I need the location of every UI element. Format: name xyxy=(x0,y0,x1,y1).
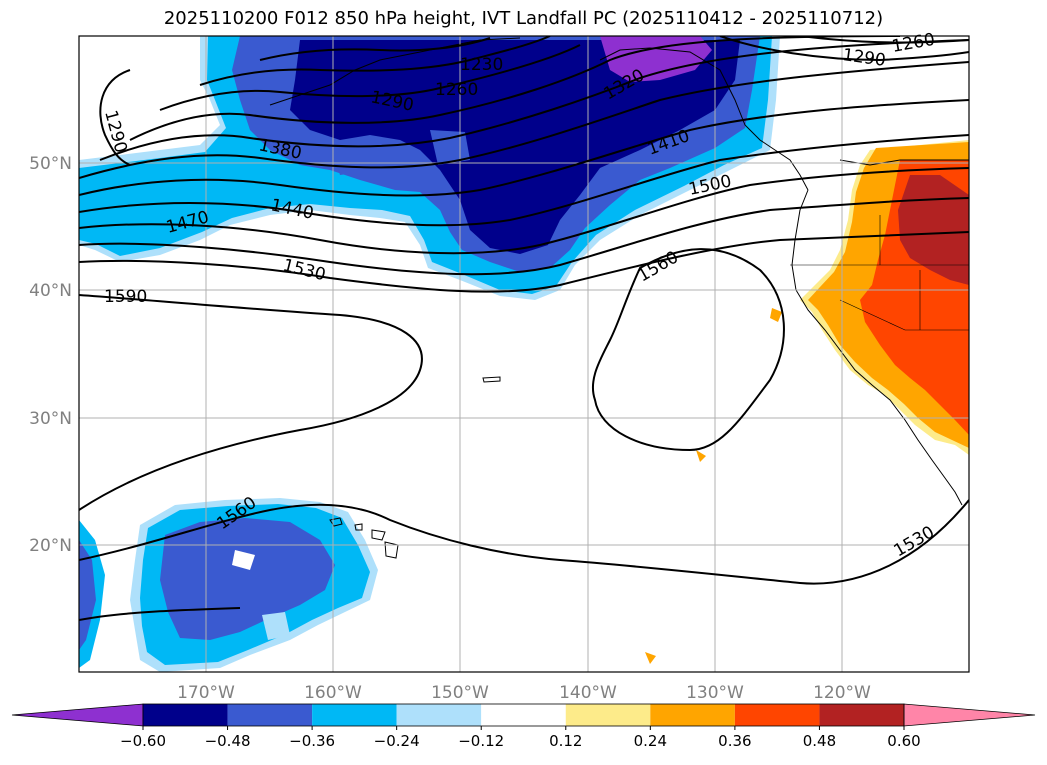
lat-tick-labels: 50°N 40°N 30°N 20°N xyxy=(29,154,72,556)
contour-label: 1230 xyxy=(460,55,503,75)
colorbar-swatch xyxy=(143,704,228,726)
island-hawaii xyxy=(384,541,399,559)
lat-tick: 30°N xyxy=(29,409,72,429)
contour-1530 xyxy=(79,167,969,255)
fill-pos-dot xyxy=(696,450,706,462)
lon-tick: 160°W xyxy=(304,683,362,703)
coast-us-west xyxy=(791,189,963,506)
map-area xyxy=(79,36,969,672)
colorbar-swatch xyxy=(819,704,904,726)
fill-neg-strongest xyxy=(600,36,712,82)
colorbar-frame xyxy=(142,703,905,727)
contour-1560-south xyxy=(79,499,969,585)
colorbar-swatch xyxy=(481,704,566,726)
colorbar-tick-label: 0.24 xyxy=(634,732,667,750)
state-line-2 xyxy=(839,299,969,331)
contour-1290-east xyxy=(719,36,969,62)
lon-tick: 150°W xyxy=(431,683,489,703)
contour-1380 xyxy=(129,36,901,141)
colorbar-tick-label: −0.60 xyxy=(120,732,166,750)
colorbar-tick-label: 0.48 xyxy=(803,732,836,750)
map-frame xyxy=(78,35,970,673)
contour-1560 xyxy=(79,197,969,276)
colorbar-swatch xyxy=(312,704,397,726)
island-small xyxy=(482,376,501,383)
colorbar-tick-label: −0.48 xyxy=(205,732,251,750)
fill-pos-dot-3 xyxy=(645,652,656,664)
colorbar-swatches xyxy=(11,703,1036,727)
contour-1470 xyxy=(79,99,969,197)
lat-tick: 50°N xyxy=(29,154,72,174)
fill-west-edge-mid xyxy=(79,540,96,650)
gridlines xyxy=(79,36,969,672)
fill-pos-dot-2 xyxy=(770,308,782,322)
contour-1590-west xyxy=(79,294,423,511)
fill-hole xyxy=(232,550,255,570)
island-oahu xyxy=(354,523,363,531)
colorbar-tick-label: −0.36 xyxy=(289,732,335,750)
contour-1290 xyxy=(199,36,551,86)
fill-pos-strong xyxy=(898,175,969,285)
contour-1530-south xyxy=(79,607,241,621)
contour-label: 1590 xyxy=(104,287,147,307)
lon-tick: 130°W xyxy=(686,683,744,703)
colorbar-swatch xyxy=(565,704,651,726)
contour-1560-closed xyxy=(591,248,785,452)
contour-label: 1260 xyxy=(435,80,478,100)
lat-tick: 40°N xyxy=(29,281,72,301)
coast-alaska xyxy=(269,37,521,106)
colorbar-swatch xyxy=(734,704,820,726)
lon-tick: 120°W xyxy=(813,683,871,703)
colorbar-swatch xyxy=(227,704,313,726)
colorbar-swatch xyxy=(396,704,482,726)
contour-1320 xyxy=(159,44,581,111)
coastlines xyxy=(269,37,969,559)
contour-1410 xyxy=(99,39,969,161)
contour-1440 xyxy=(79,61,969,179)
colorbar-tick-label: −0.12 xyxy=(458,732,504,750)
ivt-positive-fill xyxy=(645,140,969,664)
colorbar-labels: −0.60 −0.48 −0.36 −0.24 −0.12 0.12 0.24 0.36 0.4… xyxy=(120,726,921,750)
colorbar-arrow-left xyxy=(11,703,144,727)
lat-tick: 20°N xyxy=(29,536,72,556)
contour-1500 xyxy=(79,134,969,227)
colorbar-tick-label: 0.36 xyxy=(718,732,751,750)
colorbar-tick-label: 0.12 xyxy=(549,732,582,750)
contour-1590-north xyxy=(79,231,969,293)
contour-1290-west xyxy=(99,69,131,166)
plot-title: 2025110200 F012 850 hPa height, IVT Land… xyxy=(163,8,884,29)
lon-tick-labels: 170°W 160°W 150°W 140°W 130°W 120°W xyxy=(177,683,871,703)
fill-hole-2 xyxy=(262,612,290,640)
colorbar: −0.60 −0.48 −0.36 −0.24 −0.12 0.12 0.24 0.36 0.4… xyxy=(11,703,1036,750)
colorbar-swatch xyxy=(650,704,735,726)
contour-1260 xyxy=(259,37,491,61)
lon-tick: 170°W xyxy=(177,683,235,703)
colorbar-tick-label: −0.24 xyxy=(374,732,420,750)
height-contours xyxy=(79,36,969,621)
colorbar-arrow-right xyxy=(903,703,1036,727)
contour-1260-east xyxy=(799,36,969,44)
colorbar-tick-label: 0.60 xyxy=(887,732,920,750)
lon-tick: 140°W xyxy=(559,683,617,703)
island-maui xyxy=(371,529,386,541)
